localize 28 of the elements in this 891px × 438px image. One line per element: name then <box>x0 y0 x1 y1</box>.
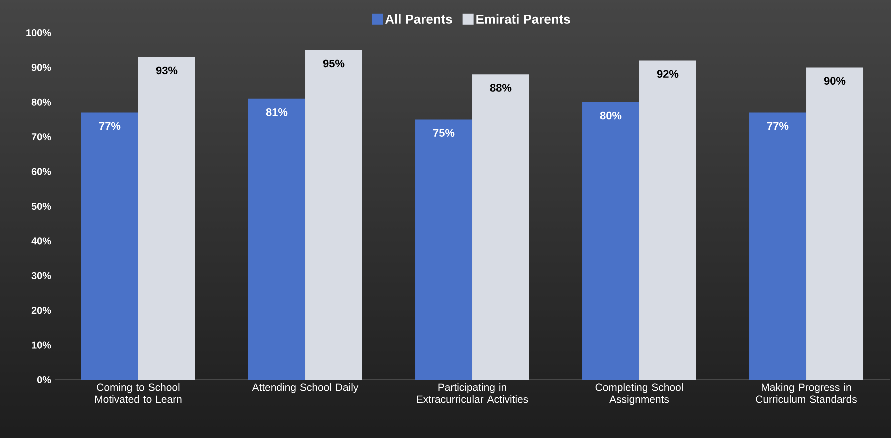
y-tick-label: 80% <box>32 98 52 106</box>
data-label: 81% <box>266 108 288 116</box>
y-tick-label: 20% <box>32 307 52 314</box>
y-tick-label: 0% <box>37 376 52 384</box>
legend-label: All Parents <box>386 14 452 24</box>
data-label: 77% <box>768 122 789 130</box>
y-tick-label: 100% <box>26 29 52 37</box>
y-tick-label: 10% <box>32 342 52 349</box>
x-tick-label: Participating in Extracurricular Activities <box>417 384 528 404</box>
x-tick-label: Coming to School Motivated to Learn <box>95 384 182 404</box>
data-label: 77% <box>100 122 121 130</box>
data-label: 88% <box>490 84 512 92</box>
legend-label: Emirati Parents <box>476 14 570 24</box>
data-label: 92% <box>657 70 679 78</box>
data-label: 75% <box>434 129 455 137</box>
y-tick-label: 60% <box>32 168 52 176</box>
x-tick-label: Attending School Daily <box>252 384 359 394</box>
data-label: 80% <box>600 112 622 120</box>
data-label: 90% <box>824 77 846 85</box>
y-tick-label: 40% <box>32 238 52 245</box>
y-tick-label: 70% <box>32 134 52 141</box>
x-tick-label: Making Progress in Curriculum Standards <box>756 384 857 404</box>
data-label: 93% <box>156 66 178 75</box>
x-tick-label: Completing School Assignments <box>596 384 683 406</box>
data-label: 95% <box>323 60 345 68</box>
y-tick-label: 50% <box>32 202 52 210</box>
y-tick-label: 90% <box>32 64 52 72</box>
y-tick-label: 30% <box>32 272 52 280</box>
